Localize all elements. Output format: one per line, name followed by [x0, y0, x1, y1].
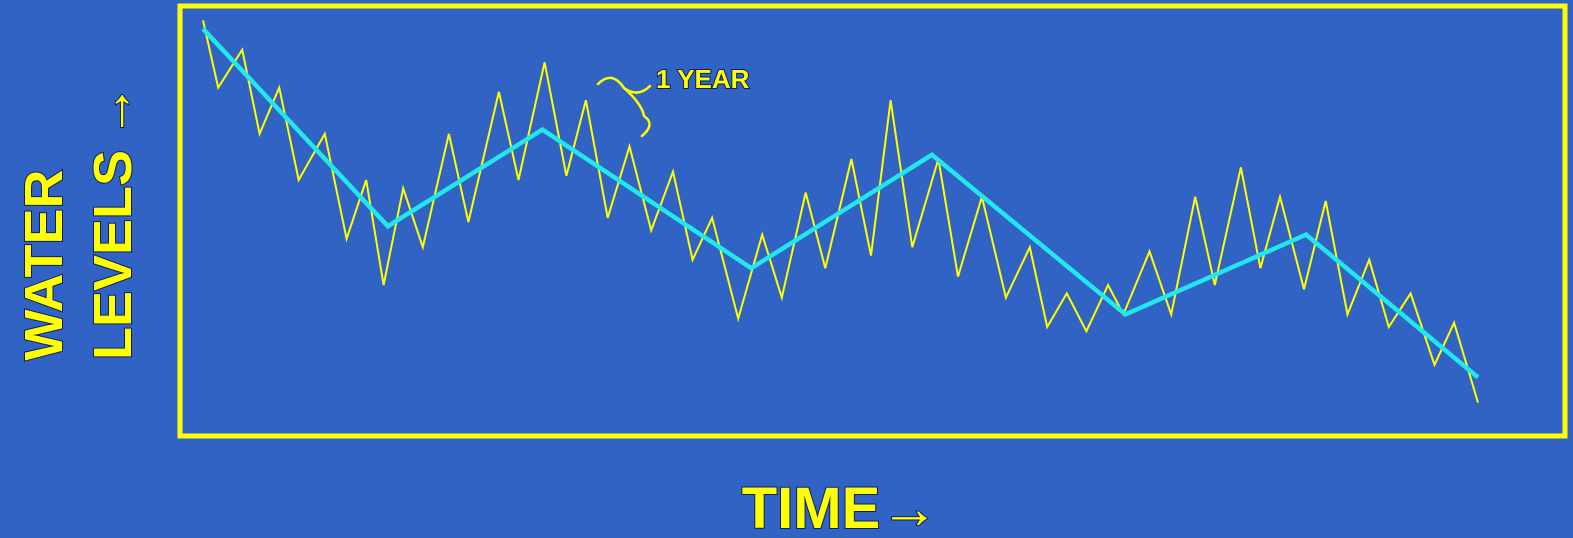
y-axis-label-line2: LEVELS →	[83, 84, 143, 360]
chart-frame	[177, 3, 1568, 439]
y-axis-label-2: LEVELS →	[82, 83, 144, 361]
x-axis-label-text: TIME	[742, 476, 881, 538]
trend-water-level-line	[201, 27, 1480, 380]
y-axis-arrow-icon: →	[83, 84, 143, 138]
x-axis-label: TIME→	[742, 476, 939, 538]
y-axis-label-line1: WATER	[14, 170, 74, 361]
x-axis-arrow-icon: →	[880, 476, 938, 538]
one-year-brace-icon	[596, 76, 652, 138]
y-axis-label: WATER	[13, 169, 75, 362]
plot-area	[201, 20, 1480, 403]
one-year-annotation: 1 YEAR	[656, 64, 750, 94]
y-axis-label-line2-text: LEVELS	[83, 150, 143, 360]
